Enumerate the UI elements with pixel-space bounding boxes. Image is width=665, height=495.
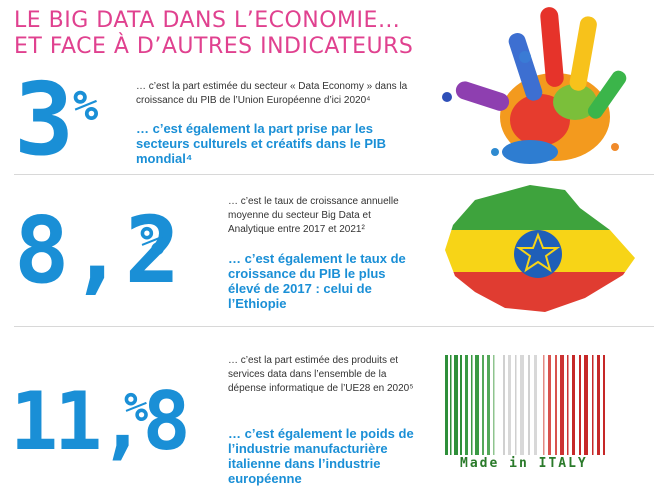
stat-number-11-8: 11,8 [10,375,191,468]
section-2-emphasis: … c’est également le taux de croissance … [228,251,406,311]
ethiopia-flag-map-icon [445,185,635,312]
stat-number-3: 3 [14,61,75,178]
section-divider [14,326,654,327]
section-2-description: … c’est le taux de croissance annuelle m… [228,196,399,235]
stat-percent-sign: % [73,81,99,130]
title-line-1: LE BIG DATA DANS L’ECONOMIE… [14,8,401,33]
stat-number-8-2: 8,2 [14,197,181,304]
stat-percent-sign: % [124,385,149,431]
title-line-2: ET FACE À D’AUTRES INDICATEURS [14,34,414,59]
section-1-emphasis: … c’est également la part prise par les … [136,121,386,166]
made-in-italy-caption: Made in ITALY [460,456,588,471]
stat-percent-sign: % [140,219,165,265]
section-divider [14,174,654,175]
italian-barcode-icon [445,355,605,455]
painted-hand-icon [442,7,627,164]
section-1-description: … c’est la part estimée du secteur « Dat… [136,81,408,106]
section-3-emphasis: … c’est également le poids de l’industri… [228,426,414,486]
page-title: LE BIG DATA DANS L’ECONOMIE… ET FACE À D… [14,8,413,60]
section-3-description: … c’est la part estimée des produits et … [228,355,414,394]
